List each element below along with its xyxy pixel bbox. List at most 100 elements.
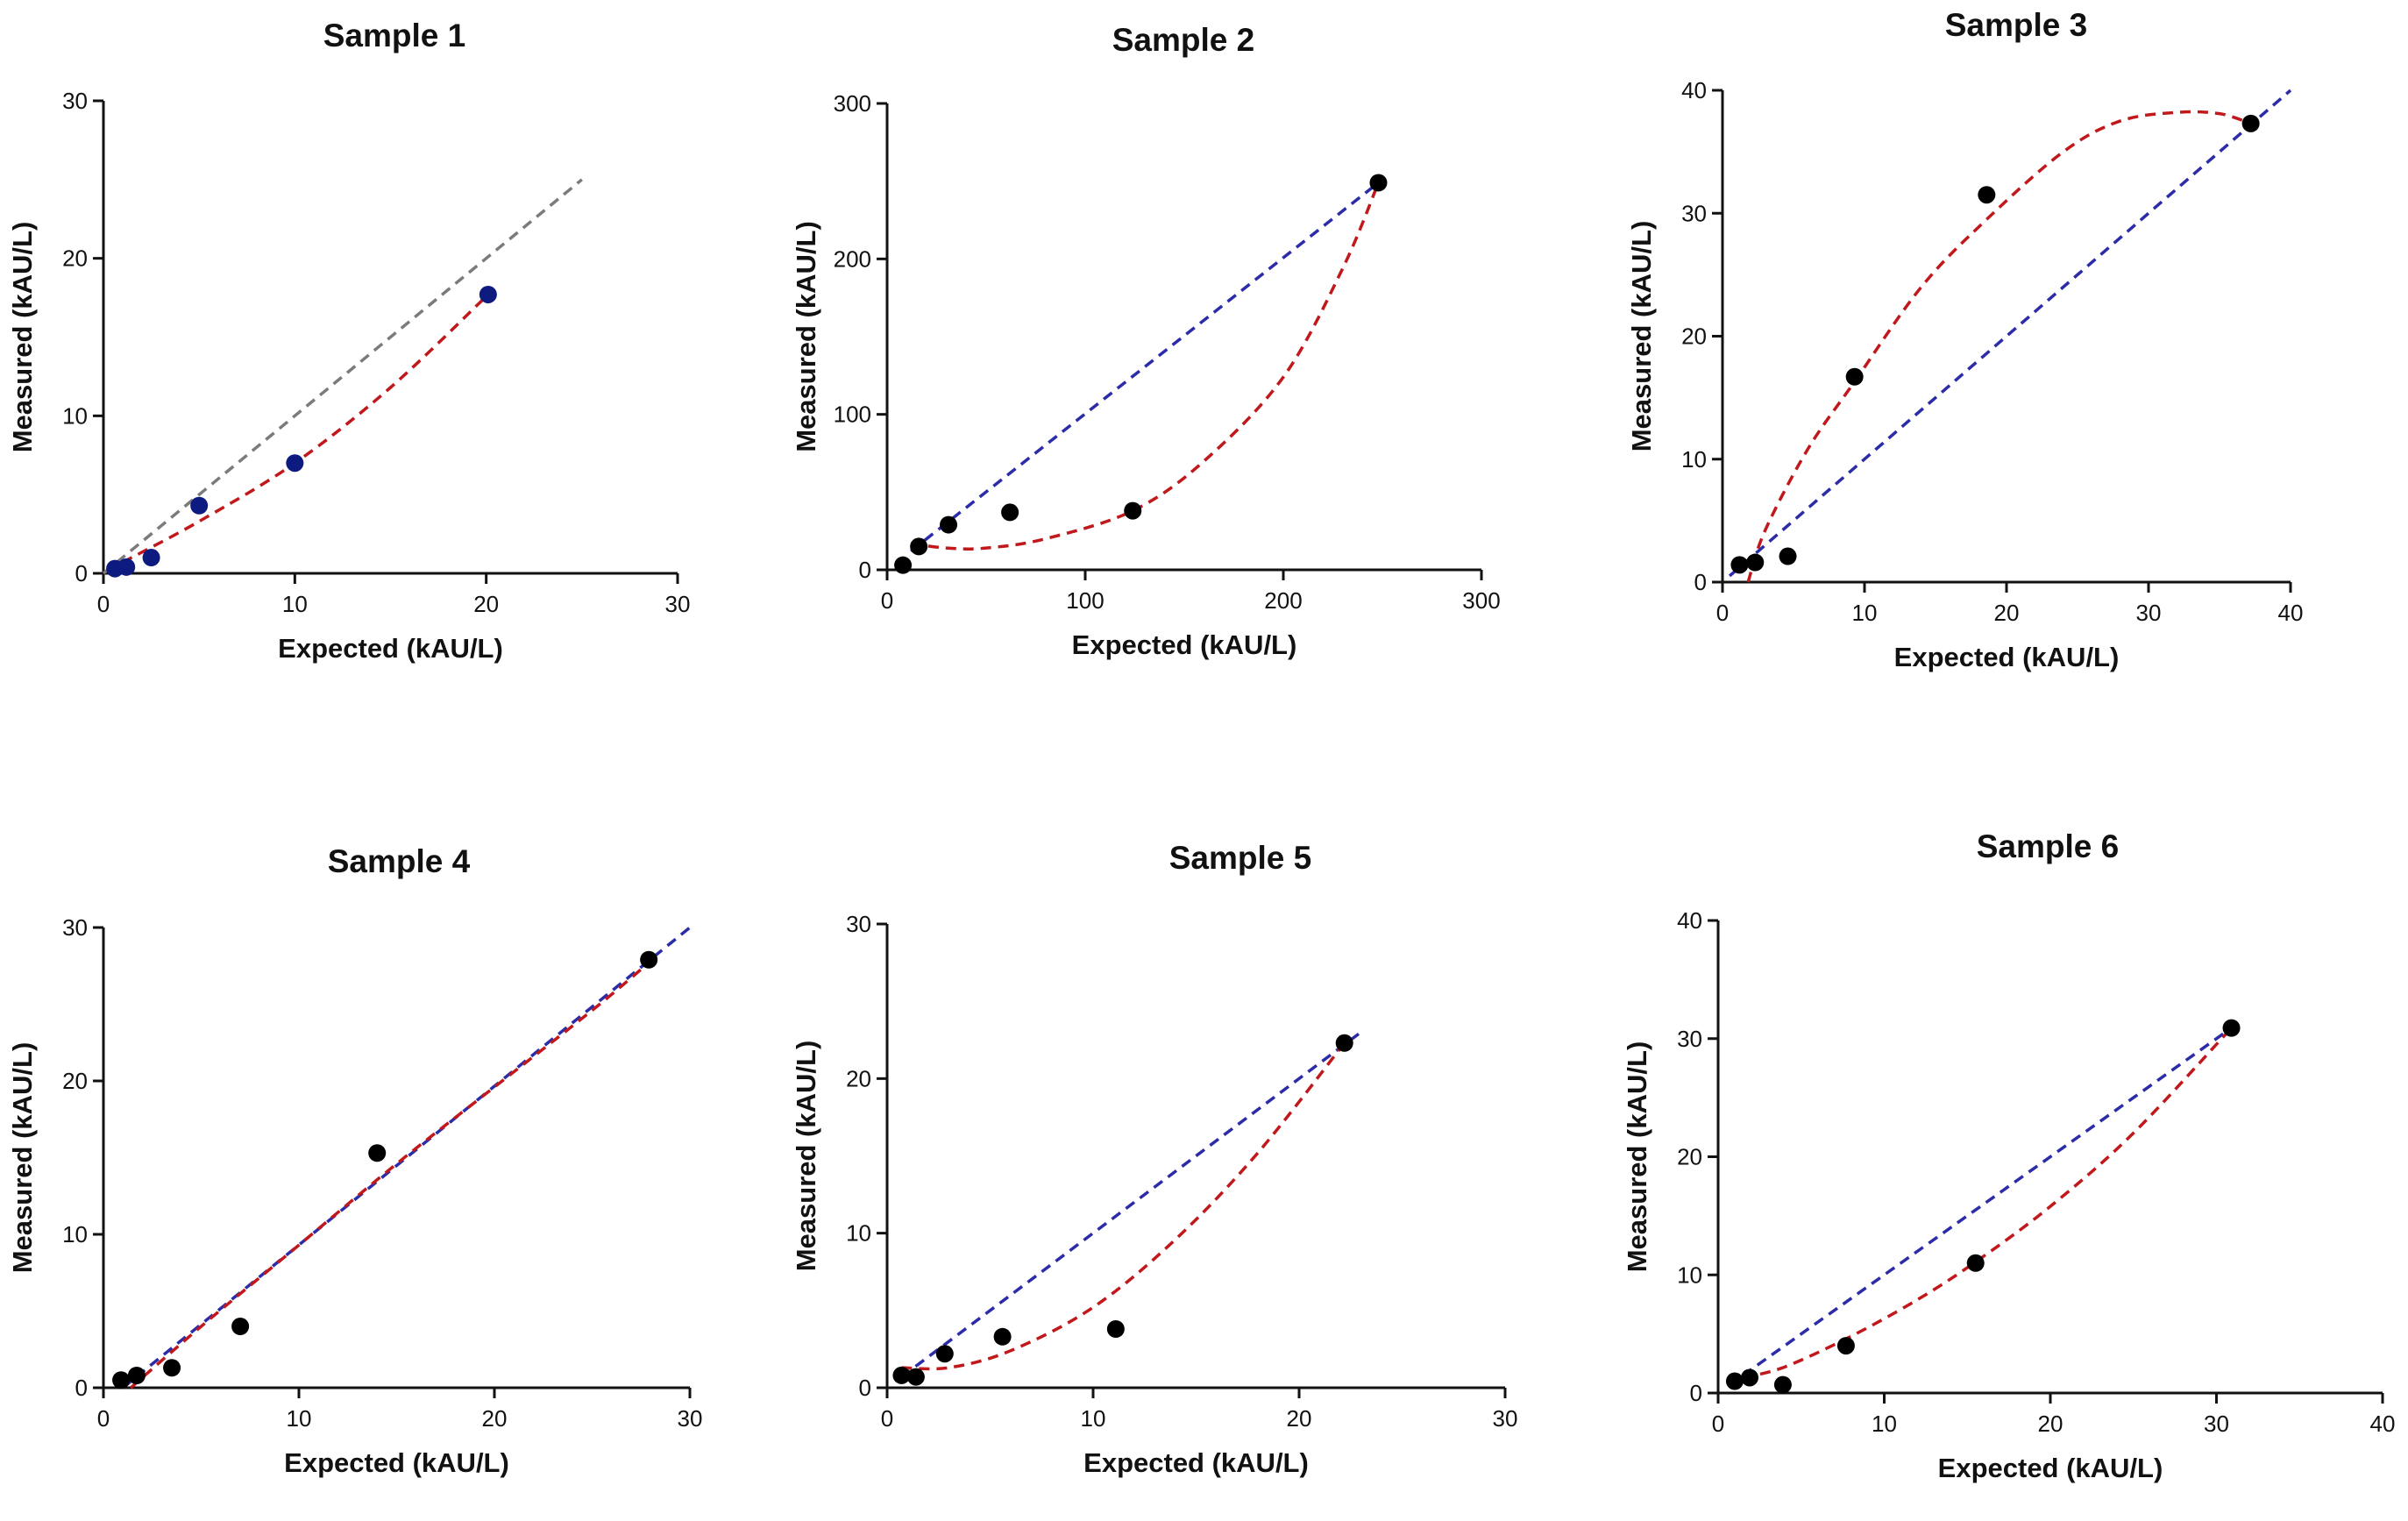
chart-plot-2: 0 100 200 300 0 100 200 300 Expected (kAU/L) Meas… xyxy=(791,90,1501,660)
x-tick-label: 30 xyxy=(665,591,691,617)
y-tick-label: 10 xyxy=(62,402,88,429)
data-point xyxy=(1978,186,1996,204)
y-tick-label: 10 xyxy=(846,1220,871,1247)
identity-line xyxy=(900,1031,1362,1379)
data-point xyxy=(1746,553,1765,572)
y-tick-label: 30 xyxy=(62,914,88,941)
x-tick-label: 20 xyxy=(1994,600,2020,626)
x-tick-label: 0 xyxy=(1712,1411,1724,1437)
x-tick-label: 20 xyxy=(482,1405,508,1432)
chart-plot-1: 0 10 20 30 0 10 20 30 Expected (kAU/L) Measured (… xyxy=(7,88,691,664)
x-tick-label: 300 xyxy=(1462,587,1500,614)
y-tick-label: 40 xyxy=(1681,77,1707,103)
data-point xyxy=(1725,1372,1744,1390)
data-point xyxy=(1106,1319,1125,1338)
chart-panel-1: Sample 1 0 10 20 30 0 10 20 30 Expected (kAU/L) M… xyxy=(0,0,701,701)
x-tick-label: 10 xyxy=(1872,1411,1897,1437)
y-tick-label: 0 xyxy=(859,557,871,583)
data-point xyxy=(935,1345,954,1363)
identity-line xyxy=(1742,1027,2233,1377)
x-tick-label: 20 xyxy=(473,591,499,617)
y-tick-label: 0 xyxy=(1690,1380,1702,1406)
x-tick-label: 0 xyxy=(881,1405,893,1432)
y-tick-label: 10 xyxy=(1681,446,1707,473)
x-tick-label: 200 xyxy=(1264,587,1302,614)
data-point xyxy=(892,1366,911,1384)
data-point xyxy=(190,496,209,515)
data-point xyxy=(368,1144,387,1162)
y-tick-label: 0 xyxy=(859,1375,871,1401)
x-axis-label: Expected (kAU/L) xyxy=(284,1447,509,1478)
y-tick-label: 30 xyxy=(1681,200,1707,226)
data-point xyxy=(1369,174,1388,192)
x-tick-label: 0 xyxy=(97,1405,110,1432)
data-point xyxy=(1001,503,1019,522)
data-point xyxy=(1845,367,1864,386)
data-point xyxy=(286,454,304,473)
x-tick-label: 0 xyxy=(1716,600,1729,626)
x-axis-label: Expected (kAU/L) xyxy=(278,633,503,664)
chart-plot-4: 0 10 20 30 0 10 20 30 Expected (kAU/L) Measured (… xyxy=(7,914,703,1478)
y-tick-label: 20 xyxy=(62,245,88,272)
data-point xyxy=(940,515,958,534)
y-tick-label: 10 xyxy=(1677,1262,1702,1288)
identity-line xyxy=(102,178,583,575)
data-point xyxy=(231,1318,250,1335)
y-tick-label: 30 xyxy=(1677,1026,1702,1052)
x-tick-label: 30 xyxy=(1493,1405,1518,1432)
chart-plot-3: 0 10 20 30 40 0 10 20 30 40 Expected (kAU/L) Measur… xyxy=(1626,77,2303,672)
data-point xyxy=(1773,1375,1792,1394)
x-tick-label: 30 xyxy=(2204,1411,2229,1437)
data-point xyxy=(910,537,928,556)
y-tick-label: 40 xyxy=(1677,907,1702,934)
chart-title: Sample 4 xyxy=(327,843,471,879)
y-tick-label: 200 xyxy=(834,245,871,272)
y-tick-label: 0 xyxy=(1694,569,1707,595)
y-tick-label: 20 xyxy=(1681,323,1707,350)
data-point xyxy=(479,285,497,303)
x-tick-label: 0 xyxy=(97,591,110,617)
fit-curve xyxy=(901,1041,1346,1371)
y-tick-label: 20 xyxy=(1677,1144,1702,1170)
x-tick-label: 10 xyxy=(1081,1405,1106,1432)
data-point xyxy=(993,1327,1012,1346)
data-point xyxy=(2222,1019,2241,1037)
x-tick-label: 10 xyxy=(1852,600,1878,626)
y-axis-label: Measured (kAU/L) xyxy=(791,221,821,452)
fit-curve xyxy=(1742,1027,2233,1380)
x-tick-label: 40 xyxy=(2370,1411,2396,1437)
y-axis-label: Measured (kAU/L) xyxy=(1622,1041,1652,1273)
x-tick-label: 0 xyxy=(881,587,893,614)
chart-title: Sample 3 xyxy=(1944,7,2088,43)
data-point xyxy=(894,556,913,574)
y-tick-label: 300 xyxy=(834,90,871,117)
data-point xyxy=(1741,1368,1759,1387)
chart-title: Sample 5 xyxy=(1168,840,1312,876)
fit-curve xyxy=(130,961,650,1390)
data-point xyxy=(1335,1034,1353,1052)
chart-title: Sample 2 xyxy=(1112,22,1255,58)
fit-curve xyxy=(1746,110,2252,583)
x-tick-label: 30 xyxy=(678,1405,703,1432)
fit-curve xyxy=(122,293,490,564)
data-point xyxy=(1730,556,1749,574)
data-point xyxy=(127,1367,146,1384)
data-point xyxy=(112,1371,131,1390)
y-tick-label: 30 xyxy=(62,88,88,114)
data-point xyxy=(2241,114,2260,132)
chart-panel-4: Sample 4 0 10 20 30 0 10 20 30 Expected (kAU/L) M… xyxy=(0,0,789,1521)
x-axis-label: Expected (kAU/L) xyxy=(1894,642,2120,672)
x-axis-label: Expected (kAU/L) xyxy=(1072,629,1297,660)
data-point xyxy=(1779,547,1797,565)
x-tick-label: 20 xyxy=(2038,1411,2063,1437)
chart-plot-5: 0 10 20 30 0 10 20 30 Expected (kAU/L) Measured (… xyxy=(791,911,1518,1478)
y-tick-label: 20 xyxy=(846,1065,871,1091)
identity-line xyxy=(1728,89,2292,578)
x-tick-label: 30 xyxy=(2136,600,2162,626)
data-point xyxy=(1966,1254,1985,1272)
y-tick-label: 0 xyxy=(75,1375,88,1401)
x-axis-label: Expected (kAU/L) xyxy=(1938,1453,2163,1483)
y-axis-label: Measured (kAU/L) xyxy=(1626,221,1657,452)
